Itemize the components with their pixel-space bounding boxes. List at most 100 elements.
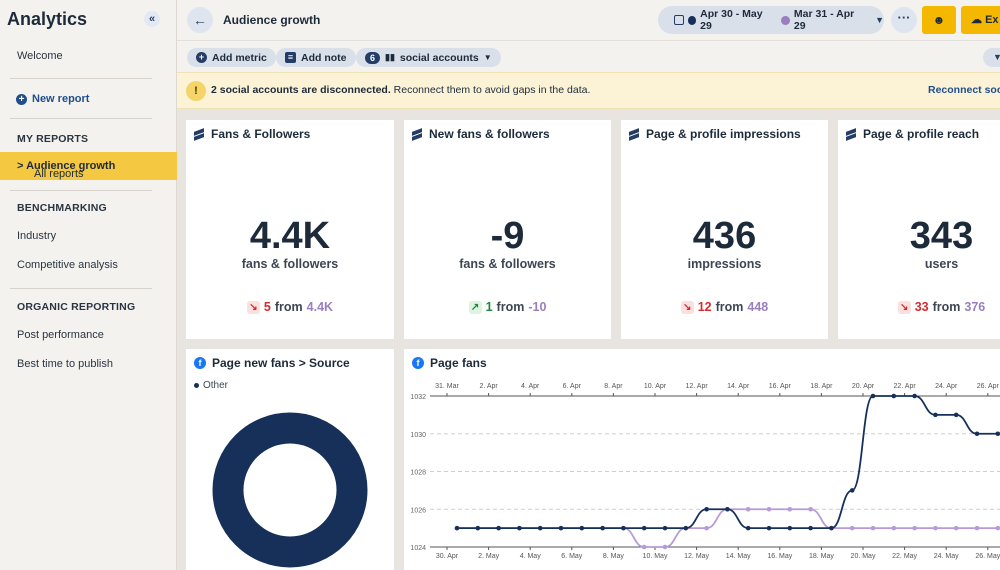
donut-slice-other[interactable]: [212, 412, 368, 568]
metric-delta: ↗ 1 from -10: [404, 300, 611, 314]
double-chevron-left-icon[interactable]: «: [144, 11, 160, 27]
metric-unit: impressions: [687, 257, 762, 271]
x-tick-label-top: 8. Apr: [604, 383, 623, 390]
current-period-dot: [687, 15, 697, 25]
data-point-previous: [766, 506, 772, 512]
new-report-label: New report: [32, 93, 90, 105]
data-point-current: [600, 525, 605, 531]
data-point-current: [496, 525, 501, 531]
data-point-previous: [995, 525, 1000, 531]
facebook-icon: f: [194, 357, 206, 369]
my-reports-heading: MY REPORTS: [17, 133, 89, 145]
data-point-current: [621, 525, 626, 531]
organic-reporting-heading: ORGANIC REPORTING: [17, 301, 136, 313]
breadcrumb-prefix: All reports: [34, 168, 84, 180]
data-point-previous: [933, 525, 938, 531]
card-title: Page & profile impressions: [646, 127, 801, 141]
stack-icon: [629, 129, 640, 140]
x-tick-label-bottom: 18. May: [809, 553, 834, 560]
warning-icon: !: [186, 81, 206, 101]
filter-button[interactable]: ▼: [983, 48, 1000, 67]
metric-unit: fans & followers: [241, 257, 339, 271]
delta-from: from: [715, 300, 744, 314]
user-plus-icon: ☻: [932, 13, 946, 27]
back-button[interactable]: ←: [187, 7, 213, 33]
x-tick-label-top: 4. Apr: [521, 383, 540, 390]
chevron-down-icon: ▼: [875, 15, 884, 25]
social-accounts-selector[interactable]: 6 ▮▮ social accounts ▼: [356, 48, 501, 67]
metric-unit: users: [924, 257, 959, 271]
date-range-picker[interactable]: Apr 30 - May 29 Mar 31 - Apr 29 ▼: [658, 6, 884, 34]
new-report-button[interactable]: + New report: [16, 93, 89, 105]
add-metric-button[interactable]: + Add metric: [187, 48, 276, 67]
stack-icon: [412, 129, 423, 140]
divider: [10, 190, 152, 191]
y-tick-label: 1032: [410, 394, 426, 401]
alert-bold: 2 social accounts are disconnected.: [211, 84, 391, 96]
sidebar-item-best-time[interactable]: Best time to publish: [17, 358, 113, 370]
delta-previous: 448: [747, 300, 769, 314]
date-range-current: Apr 30 - May 29: [700, 8, 763, 32]
y-tick-label: 1024: [410, 545, 426, 552]
app-title: Analytics: [7, 9, 88, 29]
data-point-current: [558, 525, 564, 531]
x-tick-label-top: 26. Apr: [977, 383, 1000, 390]
x-tick-label-bottom: 10. May: [643, 553, 668, 560]
data-point-current: [662, 525, 668, 531]
metric-delta: ↘ 33 from 376: [838, 300, 1000, 314]
x-tick-label-top: 16. Apr: [769, 383, 792, 390]
sidebar-item-audience-growth[interactable]: All reports > Audience growth: [0, 152, 177, 180]
delta-value: 33: [914, 300, 929, 314]
x-tick-label-bottom: 22. May: [892, 553, 917, 560]
data-point-current: [475, 525, 481, 531]
arrow-down-icon: ↘: [897, 300, 911, 314]
data-point-current: [517, 525, 522, 531]
data-point-previous: [891, 525, 897, 531]
data-point-previous: [912, 525, 917, 531]
metric-card: Page & profile reach 343 users ↘ 33 from…: [838, 120, 1000, 339]
stack-icon: [194, 129, 205, 140]
metric-value: 343: [909, 215, 974, 257]
sidebar-item-post-performance[interactable]: Post performance: [17, 329, 104, 341]
data-point-current: [641, 525, 647, 531]
donut-chart: [212, 412, 368, 568]
data-point-current: [933, 412, 938, 418]
x-tick-label-top: 18. Apr: [810, 383, 833, 390]
delta-value: 1: [485, 300, 493, 314]
sidebar-item-competitive-analysis[interactable]: Competitive analysis: [17, 259, 118, 271]
add-note-button[interactable]: ≡ Add note: [276, 48, 356, 67]
x-tick-label-bottom: 4. May: [520, 553, 542, 560]
metric-card: Page & profile impressions 436 impressio…: [621, 120, 828, 339]
data-point-current: [579, 525, 585, 531]
reconnect-link[interactable]: Reconnect socia: [928, 84, 1000, 96]
page-title: Audience growth: [223, 13, 321, 27]
data-point-previous: [662, 544, 668, 550]
data-point-current: [891, 393, 897, 399]
x-tick-label-top: 22. Apr: [894, 383, 917, 390]
sidebar-item-industry[interactable]: Industry: [17, 230, 57, 242]
data-point-current: [953, 412, 959, 418]
x-tick-label-bottom: 8. May: [603, 553, 625, 560]
more-options-button[interactable]: ···: [891, 7, 917, 33]
accounts-label: social accounts: [399, 51, 479, 64]
data-point-previous: [745, 506, 751, 512]
legend-label: Other: [203, 380, 229, 391]
legend-item: Other: [194, 380, 228, 391]
metric-value: -9: [490, 215, 525, 257]
metric-delta: ↘ 12 from 448: [621, 300, 828, 314]
chart-title: Page fans: [430, 356, 487, 370]
divider: [10, 288, 152, 289]
previous-period-dot: [781, 15, 790, 25]
data-point-previous: [808, 506, 813, 512]
data-point-current: [745, 525, 751, 531]
sidebar: Analytics « Welcome + New report MY REPO…: [0, 0, 177, 570]
data-point-current: [849, 488, 855, 493]
x-tick-label-bottom: 24. May: [934, 553, 959, 560]
export-button[interactable]: ☁ Ex: [961, 6, 1000, 34]
data-point-current: [829, 525, 834, 531]
sidebar-item-welcome[interactable]: Welcome: [17, 50, 63, 62]
toolbar: + Add metric ≡ Add note 6 ▮▮ social acco…: [177, 40, 1000, 72]
divider: [10, 118, 152, 119]
share-button[interactable]: ☻: [922, 6, 956, 34]
data-point-current: [704, 506, 709, 512]
